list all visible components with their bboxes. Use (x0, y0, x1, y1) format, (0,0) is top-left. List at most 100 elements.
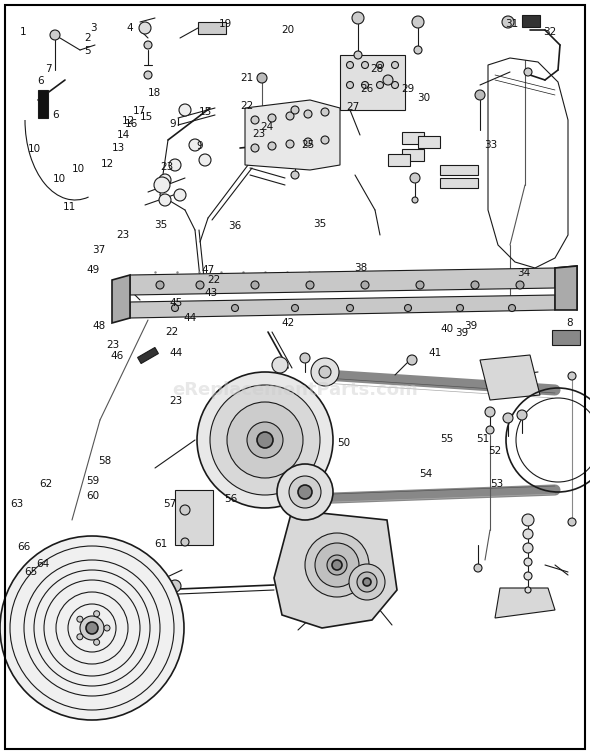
Circle shape (376, 62, 384, 69)
Text: 45: 45 (169, 298, 182, 308)
Circle shape (349, 564, 385, 600)
Text: 64: 64 (36, 559, 49, 569)
Text: 34: 34 (517, 268, 530, 278)
Circle shape (568, 372, 576, 380)
Text: 8: 8 (566, 317, 573, 328)
Circle shape (509, 305, 516, 311)
Polygon shape (552, 330, 580, 345)
Circle shape (392, 81, 398, 88)
Text: 52: 52 (488, 446, 501, 456)
Text: 43: 43 (205, 287, 218, 298)
Circle shape (94, 639, 100, 645)
Text: 37: 37 (93, 245, 106, 256)
Circle shape (0, 536, 184, 720)
Text: 22: 22 (207, 275, 220, 286)
Circle shape (157, 582, 173, 598)
Circle shape (159, 194, 171, 206)
Text: 23: 23 (252, 129, 265, 139)
Circle shape (414, 46, 422, 54)
Circle shape (251, 144, 259, 152)
Circle shape (568, 518, 576, 526)
Text: 61: 61 (154, 539, 167, 550)
Text: 32: 32 (543, 26, 556, 37)
Circle shape (357, 572, 377, 592)
Circle shape (315, 543, 359, 587)
Circle shape (523, 543, 533, 553)
Text: 23: 23 (116, 230, 129, 241)
Text: 26: 26 (360, 84, 373, 94)
Text: 63: 63 (10, 498, 23, 509)
Circle shape (86, 622, 98, 634)
Circle shape (362, 81, 369, 88)
Text: 19: 19 (219, 19, 232, 29)
Circle shape (77, 616, 83, 622)
Circle shape (286, 140, 294, 148)
Text: 36: 36 (228, 221, 241, 231)
Bar (440, 178, 478, 188)
Text: 33: 33 (484, 139, 497, 150)
Circle shape (139, 22, 151, 34)
Text: 17: 17 (133, 106, 146, 116)
Text: 53: 53 (490, 479, 503, 489)
Polygon shape (480, 355, 540, 400)
Text: 59: 59 (87, 476, 100, 486)
Circle shape (410, 173, 420, 183)
Text: 35: 35 (154, 219, 167, 230)
Circle shape (257, 432, 273, 448)
Text: 39: 39 (455, 328, 468, 339)
Circle shape (251, 281, 259, 289)
Text: eReplacementParts.com: eReplacementParts.com (172, 381, 418, 399)
Circle shape (181, 538, 189, 546)
Text: 44: 44 (169, 348, 182, 358)
Text: 29: 29 (402, 84, 415, 94)
Circle shape (156, 281, 164, 289)
Bar (198, 22, 226, 34)
Text: 66: 66 (17, 541, 30, 552)
Circle shape (522, 514, 534, 526)
Bar (38, 90, 48, 118)
Text: 42: 42 (281, 317, 294, 328)
Circle shape (304, 138, 312, 146)
Text: 46: 46 (110, 351, 123, 361)
Polygon shape (245, 100, 340, 170)
Text: 40: 40 (441, 324, 454, 335)
Circle shape (268, 142, 276, 150)
Text: 12: 12 (101, 159, 114, 170)
Bar (440, 165, 478, 175)
Circle shape (169, 159, 181, 171)
Circle shape (503, 413, 513, 423)
Text: 39: 39 (464, 320, 477, 331)
Text: 28: 28 (370, 64, 383, 75)
Circle shape (471, 281, 479, 289)
Circle shape (362, 62, 369, 69)
Circle shape (247, 422, 283, 458)
Circle shape (354, 51, 362, 59)
Bar (137, 348, 158, 363)
Circle shape (412, 197, 418, 203)
Text: 55: 55 (441, 434, 454, 444)
Circle shape (300, 353, 310, 363)
Circle shape (321, 108, 329, 116)
Circle shape (180, 505, 190, 515)
Bar (175, 490, 213, 545)
Circle shape (172, 305, 179, 311)
Circle shape (268, 114, 276, 122)
Text: 10: 10 (53, 174, 65, 185)
Text: 20: 20 (281, 25, 294, 35)
Circle shape (332, 560, 342, 570)
Circle shape (231, 305, 238, 311)
Text: 31: 31 (506, 19, 519, 29)
Circle shape (502, 16, 514, 28)
Polygon shape (130, 295, 555, 318)
Text: 23: 23 (107, 340, 120, 351)
Circle shape (376, 81, 384, 88)
Text: 4: 4 (126, 23, 133, 33)
Bar (522, 15, 540, 27)
Circle shape (346, 81, 353, 88)
Text: 7: 7 (45, 64, 52, 75)
Text: 49: 49 (87, 265, 100, 275)
Circle shape (525, 587, 531, 593)
Text: 23: 23 (160, 162, 173, 173)
Text: 15: 15 (140, 112, 153, 122)
Circle shape (50, 30, 60, 40)
